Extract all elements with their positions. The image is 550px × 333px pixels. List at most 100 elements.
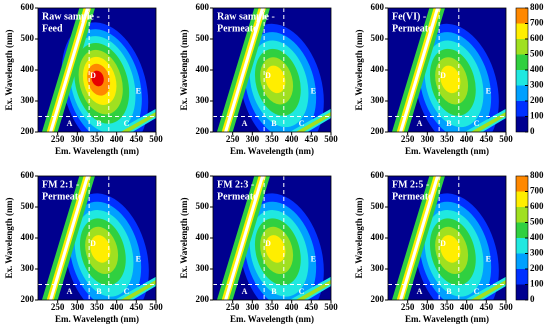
x-axis-label: Em. Wavelength (nm) <box>230 146 314 156</box>
colorbar-label: 200 <box>530 263 544 273</box>
colorbar-label: 600 <box>530 201 544 211</box>
x-tick-label: 300 <box>421 134 435 144</box>
colorbar-band <box>516 222 528 238</box>
scatter-band <box>120 279 156 300</box>
x-tick-label: 500 <box>499 134 513 144</box>
y-tick-label: 300 <box>21 263 35 273</box>
panel-title: FM 2:3 - <box>217 179 254 190</box>
scatter-band <box>470 279 506 300</box>
colorbar-band <box>516 8 528 24</box>
x-tick-label: 250 <box>401 302 415 312</box>
plot-area <box>38 8 156 132</box>
x-tick-label: 450 <box>480 302 494 312</box>
y-tick-label: 600 <box>371 2 385 12</box>
panel-title: Permeate <box>392 23 433 34</box>
scatter-band <box>114 276 156 300</box>
panel-title: FM 2:5 - <box>392 179 429 190</box>
colorbar-label: 300 <box>530 80 544 90</box>
y-tick-label: 500 <box>21 201 35 211</box>
x-tick-label: 250 <box>226 302 240 312</box>
colorbar-band <box>516 23 528 39</box>
y-tick-label: 400 <box>196 64 210 74</box>
panel-title: Permeate <box>217 23 258 34</box>
region-label: C <box>124 119 130 128</box>
x-tick-label: 350 <box>440 134 454 144</box>
region-label: D <box>265 239 271 248</box>
panel-title: Feed <box>42 23 63 34</box>
colorbar-band <box>516 54 528 70</box>
y-tick-label: 400 <box>371 64 385 74</box>
colorbar-band <box>516 101 528 117</box>
y-axis-label: Ex. Wavelength (nm) <box>179 29 189 110</box>
region-label: C <box>474 119 480 128</box>
y-tick-label: 300 <box>196 263 210 273</box>
colorbar-band <box>516 238 528 254</box>
x-tick-label: 400 <box>460 134 474 144</box>
colorbar-label: 100 <box>530 111 544 121</box>
scatter-band <box>464 108 506 132</box>
x-tick-label: 500 <box>324 302 338 312</box>
region-label: C <box>124 287 130 296</box>
panel-title: FM 2:1 - <box>42 179 79 190</box>
region-label: E <box>486 255 491 264</box>
y-tick-label: 500 <box>196 201 210 211</box>
y-tick-label: 300 <box>371 263 385 273</box>
x-tick-label: 450 <box>305 302 319 312</box>
panel-title: Raw sample - <box>217 11 275 22</box>
x-tick-label: 250 <box>51 302 65 312</box>
scatter-band <box>295 111 331 132</box>
colorbar-label: 800 <box>530 2 544 12</box>
panel-title: Permeate <box>392 191 433 202</box>
x-tick-label: 450 <box>130 134 144 144</box>
x-tick-label: 350 <box>90 134 104 144</box>
region-label: E <box>486 87 491 96</box>
y-tick-label: 600 <box>196 2 210 12</box>
region-label: C <box>299 287 305 296</box>
colorbar-label: 700 <box>530 18 544 28</box>
region-label: B <box>446 119 452 128</box>
panel-title: Permeate <box>42 191 83 202</box>
x-tick-label: 300 <box>71 134 85 144</box>
x-axis-label: Em. Wavelength (nm) <box>405 146 489 156</box>
region-label: A <box>67 119 73 128</box>
x-tick-label: 500 <box>149 302 163 312</box>
y-tick-label: 200 <box>21 294 35 304</box>
x-tick-label: 400 <box>110 134 124 144</box>
y-tick-label: 600 <box>196 170 210 180</box>
x-axis-label: Em. Wavelength (nm) <box>405 314 489 324</box>
colorbar-band <box>516 191 528 207</box>
plot-area <box>388 8 506 132</box>
scatter-band <box>224 8 265 132</box>
colorbar-label: 200 <box>530 95 544 105</box>
colorbar-band <box>516 176 528 192</box>
y-tick-label: 400 <box>21 64 35 74</box>
colorbar-label: 500 <box>530 49 544 59</box>
x-axis-label: Em. Wavelength (nm) <box>55 314 139 324</box>
x-tick-label: 450 <box>130 302 144 312</box>
peak-center <box>446 244 452 250</box>
colorbar-label: 400 <box>530 64 544 74</box>
scatter-band <box>470 111 506 132</box>
peak-center <box>271 244 277 250</box>
region-label: E <box>136 87 141 96</box>
x-tick-label: 300 <box>246 134 260 144</box>
region-label: C <box>299 119 305 128</box>
region-label: B <box>446 287 452 296</box>
colorbar-label: 500 <box>530 217 544 227</box>
y-tick-label: 200 <box>21 126 35 136</box>
y-tick-label: 400 <box>371 232 385 242</box>
peak-center <box>94 75 100 81</box>
x-tick-label: 300 <box>246 302 260 312</box>
scatter-band <box>289 108 331 132</box>
plot-area <box>38 176 156 300</box>
scatter-band <box>295 279 331 300</box>
scatter-band <box>464 276 506 300</box>
scatter-band <box>120 111 156 132</box>
x-tick-label: 450 <box>305 134 319 144</box>
colorbar-band <box>516 207 528 223</box>
x-tick-label: 500 <box>149 134 163 144</box>
colorbar-label: 0 <box>530 126 535 136</box>
y-tick-label: 300 <box>21 95 35 105</box>
x-tick-label: 350 <box>265 302 279 312</box>
